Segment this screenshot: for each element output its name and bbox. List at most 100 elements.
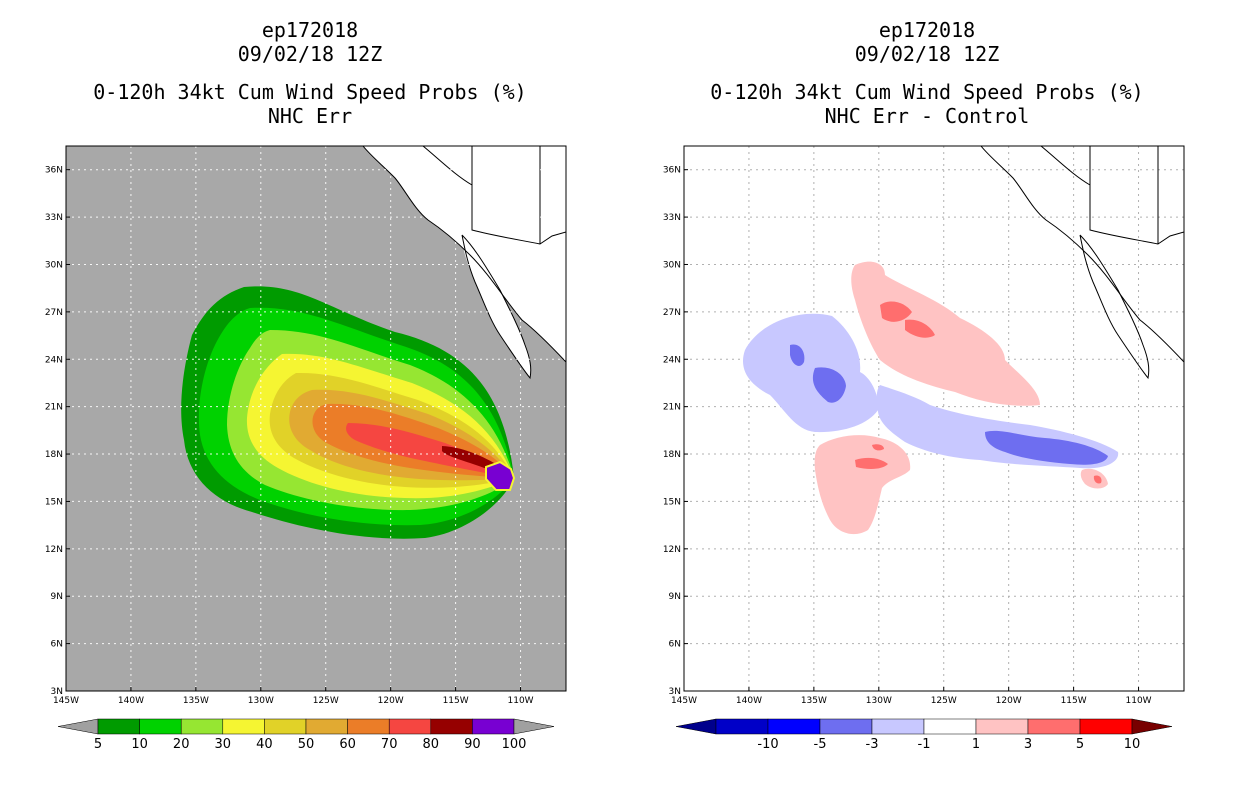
diff-pos-south-mid2 (872, 444, 884, 451)
colorbar-label: 30 (215, 737, 232, 752)
colorbar-over-triangle (1131, 718, 1173, 735)
left-datetime: 09/02/18 12Z (237, 42, 383, 66)
colorbar-label: 5 (1076, 737, 1084, 752)
colorbar-segment (1079, 718, 1133, 735)
colorbar-label: 60 (339, 737, 356, 752)
lon-tick-label: 140W (118, 696, 144, 706)
colorbar-segment (97, 718, 140, 735)
contour-90pct (485, 460, 516, 491)
lon-tick-label: 125W (313, 696, 339, 706)
colorbar-over-triangle (513, 718, 555, 735)
lon-tick-label: 130W (248, 696, 274, 706)
right-title-block: ep172018 09/02/18 12Z 0-120h 34kt Cum Wi… (677, 18, 1177, 128)
colorbar-label: -3 (866, 737, 879, 752)
colorbar-under-triangle (57, 718, 99, 735)
left-probability-contours (181, 286, 516, 539)
lat-tick-label: 12N (45, 545, 63, 555)
left-colorbar: 5 10 20 30 40 50 60 70 80 90 100 (57, 718, 555, 752)
diff-pos-north-mid2 (905, 319, 935, 338)
left-map-frame (65, 145, 567, 692)
lat-tick-label: 30N (663, 260, 681, 270)
lat-tick-label: 30N (45, 260, 63, 270)
diff-pos-south-light (814, 435, 911, 535)
colorbar-label: 3 (1024, 737, 1032, 752)
lon-tick-label: 110W (1126, 696, 1152, 706)
left-storm-id: ep172018 (261, 18, 359, 42)
colorbar-label: 70 (381, 737, 398, 752)
lat-tick-label: 3N (51, 687, 63, 697)
diff-neg-west-mid2 (812, 367, 846, 403)
lon-tick-label: 140W (736, 696, 762, 706)
lon-tick-label: 135W (183, 696, 209, 706)
diff-pos-north-mid1 (880, 301, 912, 322)
colorbar-label: 10 (1124, 737, 1141, 752)
lat-tick-label: 18N (45, 450, 63, 460)
left-subtitle: NHC Err (267, 104, 353, 128)
lon-tick-label: 110W (508, 696, 534, 706)
left-title-block: ep172018 09/02/18 12Z 0-120h 34kt Cum Wi… (60, 18, 560, 128)
right-coastlines (980, 146, 1184, 380)
right-map-frame (683, 145, 1185, 692)
lat-tick-label: 9N (669, 592, 681, 602)
lat-tick-label: 6N (51, 640, 63, 650)
diff-neg-band-mid (985, 430, 1108, 465)
lat-tick-label: 15N (663, 497, 681, 507)
lat-tick-label: 24N (45, 355, 63, 365)
lon-tick-label: 130W (866, 696, 892, 706)
colorbar-segment (430, 718, 473, 735)
right-axis-ticks: 145W 140W 135W 130W 125W 120W 115W 110W 3N 6N 9N 12… (663, 166, 1152, 706)
colorbar-segment (1027, 718, 1081, 735)
lat-tick-label: 3N (669, 687, 681, 697)
colorbar-segment (871, 718, 925, 735)
colorbar-segment (923, 718, 977, 735)
lat-tick-label: 21N (45, 403, 63, 413)
lat-tick-label: 36N (663, 166, 681, 176)
lat-tick-label: 18N (663, 450, 681, 460)
right-product: 0-120h 34kt Cum Wind Speed Probs (%) (710, 80, 1144, 104)
lon-tick-label: 120W (378, 696, 404, 706)
colorbar-label: 100 (502, 737, 527, 752)
colorbar-label: -10 (757, 737, 778, 752)
colorbar-segment (222, 718, 265, 735)
diff-pos-south-mid (855, 457, 888, 469)
lat-tick-label: 24N (663, 355, 681, 365)
lat-tick-label: 9N (51, 592, 63, 602)
right-storm-id: ep172018 (878, 18, 976, 42)
colorbar-segment (347, 718, 390, 735)
lat-tick-label: 21N (663, 403, 681, 413)
right-subtitle: NHC Err - Control (824, 104, 1030, 128)
colorbar-label: 5 (94, 737, 102, 752)
left-land (363, 146, 566, 378)
lat-tick-label: 33N (45, 213, 63, 223)
colorbar-label: 40 (256, 737, 273, 752)
lat-tick-label: 27N (45, 308, 63, 318)
lon-tick-label: 145W (53, 696, 79, 706)
lon-tick-label: 120W (996, 696, 1022, 706)
colorbar-segment (767, 718, 821, 735)
diff-pos-east-mid-b (1093, 475, 1102, 484)
lat-tick-label: 27N (663, 308, 681, 318)
lat-tick-label: 12N (663, 545, 681, 555)
colorbar-label: 80 (423, 737, 440, 752)
left-product: 0-120h 34kt Cum Wind Speed Probs (%) (93, 80, 527, 104)
colorbar-segment (305, 718, 348, 735)
lon-tick-label: 115W (443, 696, 469, 706)
diff-pos-north-light (851, 261, 1040, 406)
colorbar-under-triangle (675, 718, 717, 735)
right-difference-contours (742, 261, 1119, 535)
colorbar-segment (139, 718, 182, 735)
colorbar-segment (264, 718, 307, 735)
colorbar-segment (975, 718, 1029, 735)
right-colorbar: -10 -5 -3 -1 1 3 5 10 (675, 718, 1173, 752)
colorbar-label: 1 (972, 737, 980, 752)
diff-neg-west-light (742, 313, 879, 433)
colorbar-segment (388, 718, 432, 735)
colorbar-segment (715, 718, 769, 735)
lat-tick-label: 36N (45, 166, 63, 176)
right-gridlines (684, 146, 1184, 691)
colorbar-label: -1 (918, 737, 931, 752)
lat-tick-label: 6N (669, 640, 681, 650)
right-map-panel: 145W 140W 135W 130W 125W 120W 115W 110W3N6N9N12… (663, 145, 1185, 752)
right-datetime: 09/02/18 12Z (854, 42, 1000, 66)
